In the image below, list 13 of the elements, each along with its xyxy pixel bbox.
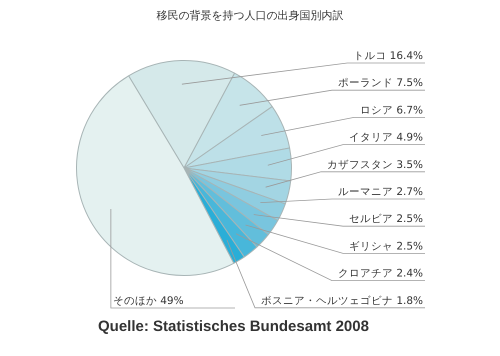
slice-label: ロシア 6.7% — [360, 104, 424, 116]
chart-title: 移民の背景を持つ人口の出身国別内訳 — [156, 8, 344, 23]
slice-label: ポーランド 7.5% — [338, 77, 424, 90]
slice-label: イタリア 4.9% — [348, 132, 424, 144]
slice-label: そのほか 49% — [112, 295, 184, 307]
slice-label: カザフスタン 3.5% — [326, 158, 424, 171]
source-note: Quelle: Statistisches Bundesamt 2008 — [98, 318, 369, 335]
slice-label: ボスニア・ヘルツェゴビナ 1.8% — [260, 294, 424, 307]
slice-label: ギリシャ 2.5% — [348, 240, 424, 252]
slice-label: ルーマニア 2.7% — [338, 186, 424, 198]
slice-label: クロアチア 2.4% — [338, 268, 424, 280]
slice-label: セルビア 2.5% — [348, 213, 424, 226]
slice-label: トルコ 16.4% — [353, 50, 424, 62]
